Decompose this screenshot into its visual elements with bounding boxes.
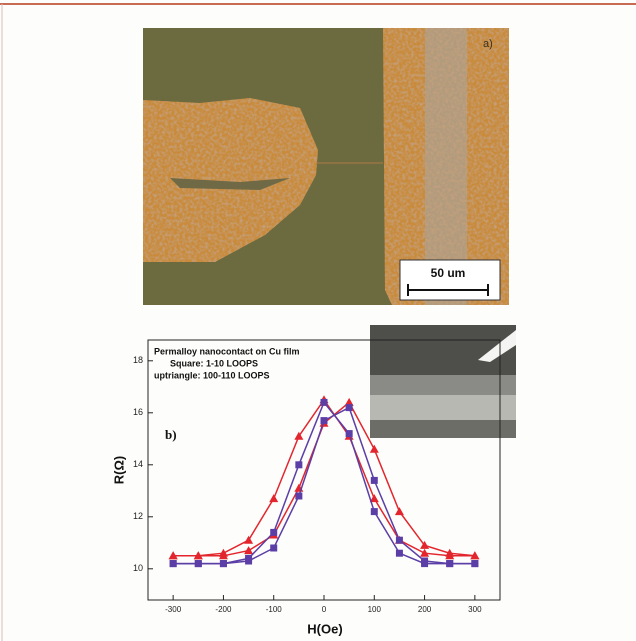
inset-image	[370, 325, 516, 438]
marker	[345, 430, 353, 438]
marker	[370, 476, 378, 484]
y-tick-label: 14	[133, 459, 143, 469]
micrograph: a) 50 um	[143, 28, 509, 305]
marker	[445, 548, 455, 557]
marker	[394, 507, 404, 516]
x-tick-label: 200	[418, 605, 432, 614]
y-axis-label: R(Ω)	[111, 456, 126, 484]
marker	[370, 508, 378, 516]
marker	[369, 494, 379, 503]
marker	[270, 544, 278, 552]
marker	[471, 560, 479, 568]
marker	[420, 540, 430, 549]
scale-bar-label: 50 um	[431, 266, 466, 280]
inset-light	[370, 395, 516, 420]
marker	[345, 404, 353, 412]
marker	[420, 548, 430, 557]
marker	[295, 492, 303, 500]
marker	[320, 398, 328, 406]
panel-label: b)	[165, 427, 177, 442]
marker	[219, 560, 227, 568]
x-tick-label: -200	[215, 605, 232, 614]
inset-tip	[478, 330, 516, 362]
marker	[446, 560, 454, 568]
annotation: Square: 1-10 LOOPS	[170, 358, 258, 368]
marker	[193, 551, 203, 560]
scale-bar-box	[399, 259, 501, 301]
marker	[270, 528, 278, 536]
annotation: Permalloy nanocontact on Cu film	[154, 346, 300, 356]
marker	[244, 535, 254, 544]
marker	[244, 546, 254, 555]
marker	[470, 551, 480, 560]
marker	[245, 557, 253, 565]
marker	[295, 461, 303, 469]
y-tick-label: 10	[133, 563, 143, 573]
y-tick-label: 16	[133, 407, 143, 417]
marker	[294, 431, 304, 440]
annotation: uptriangle: 100-110 LOOPS	[154, 370, 270, 380]
marker	[168, 551, 178, 560]
y-tick-label: 12	[133, 511, 143, 521]
x-axis-label: H(Oe)	[307, 621, 342, 636]
marker	[344, 397, 354, 406]
marker	[218, 551, 228, 560]
x-tick-label: 100	[368, 605, 382, 614]
right-electrode-texture	[383, 28, 509, 305]
marker	[369, 444, 379, 453]
marker	[421, 557, 429, 565]
marker	[194, 560, 202, 568]
marker	[169, 560, 177, 568]
x-tick-label: -100	[266, 605, 283, 614]
marker	[395, 536, 403, 544]
panel-label: a)	[483, 38, 493, 50]
marker	[269, 494, 279, 503]
marker	[395, 549, 403, 557]
inset-edge	[370, 420, 516, 438]
x-tick-label: 300	[468, 605, 482, 614]
y-tick-label: 18	[133, 355, 143, 365]
marker	[320, 417, 328, 425]
x-tick-label: 0	[322, 605, 327, 614]
groove	[170, 178, 290, 190]
x-tick-label: -300	[165, 605, 182, 614]
left-electrode-texture	[143, 98, 318, 262]
